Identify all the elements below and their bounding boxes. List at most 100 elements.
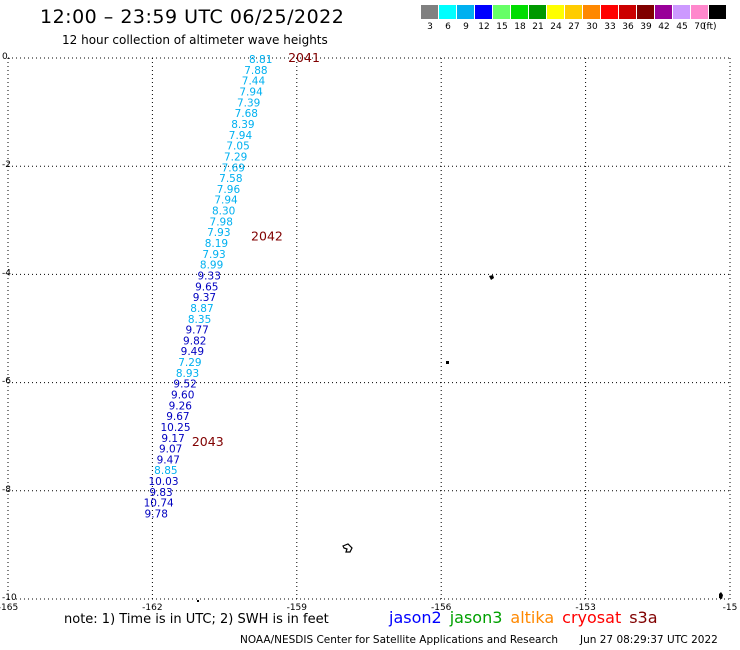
colorbar-swatch xyxy=(637,5,654,19)
colorbar-swatch xyxy=(655,5,672,19)
wave-height-label: 9.17 xyxy=(161,433,184,445)
wave-height-label: 7.96 xyxy=(217,184,241,196)
colorbar-unit: (ft) xyxy=(703,22,717,32)
wave-height-label: 7.68 xyxy=(235,108,258,120)
colorbar-label: 36 xyxy=(622,22,634,32)
colorbar-label: 3 xyxy=(427,22,433,32)
x-tick-label: -159 xyxy=(287,603,308,610)
wave-height-label: 9.60 xyxy=(171,390,194,402)
wave-height-label: 9.83 xyxy=(149,487,172,499)
colorbar-label: 21 xyxy=(532,22,544,32)
colorbar-label: 18 xyxy=(514,22,526,32)
colorbar-label: 15 xyxy=(496,22,508,32)
y-tick-label: -2 xyxy=(2,160,11,170)
wave-height-label: 9.47 xyxy=(157,454,180,466)
pass-time-label: 2041 xyxy=(288,50,320,65)
axis-labels: -165 -162 -159 -156 -153 -15 0. -2 -4 -6 -8 -10 xyxy=(0,52,737,610)
colorbar-swatch xyxy=(565,5,582,19)
colorbar-swatch xyxy=(583,5,600,19)
y-tick-label: 0. xyxy=(2,52,11,62)
island-shape xyxy=(342,543,353,553)
wave-height-label: 8.39 xyxy=(231,119,254,131)
colorbar-swatch xyxy=(457,5,474,19)
colorbar-label: 33 xyxy=(604,22,616,32)
colorbar-label: 24 xyxy=(550,22,562,32)
satellite-jason3: jason3 xyxy=(449,608,503,627)
wave-height-label: 7.88 xyxy=(244,65,267,77)
x-tick-label: -165 xyxy=(0,603,18,610)
colorbar-swatch xyxy=(547,5,564,19)
grid-lines xyxy=(7,57,731,600)
colorbar-label: 42 xyxy=(658,22,670,32)
wave-height-label: 8.35 xyxy=(188,314,211,326)
wave-height-label: 8.81 xyxy=(249,54,272,66)
map-title: 12:00 – 23:59 UTC 06/25/2022 xyxy=(40,6,345,28)
wave-height-label: 8.30 xyxy=(212,206,235,218)
wave-height-label: 7.93 xyxy=(207,227,230,239)
colorbar-swatch xyxy=(511,5,528,19)
altimeter-map[interactable]: -165 -162 -159 -156 -153 -15 0. -2 -4 -6 -8 -10 8.8… xyxy=(0,0,740,610)
colorbar-label: 39 xyxy=(640,22,652,32)
wave-height-label: 7.93 xyxy=(202,249,225,261)
wave-height-label: 10.25 xyxy=(160,422,190,434)
y-tick-label: -4 xyxy=(2,268,11,278)
wave-height-label: 8.87 xyxy=(190,303,213,315)
pass-time-label: 2043 xyxy=(192,434,224,449)
wave-height-label: 8.85 xyxy=(154,465,177,477)
island-shape xyxy=(719,592,723,599)
colorbar-label: 30 xyxy=(586,22,598,32)
pass-time-label: 2042 xyxy=(251,229,283,244)
wave-height-label: 7.39 xyxy=(237,97,260,109)
wave-height-label: 7.29 xyxy=(178,357,201,369)
wave-height-label: 10.74 xyxy=(144,498,174,510)
colorbar-swatch xyxy=(601,5,618,19)
colorbar-swatch xyxy=(709,5,726,19)
wave-height-label: 9.37 xyxy=(193,292,216,304)
wave-height-label: 7.94 xyxy=(239,87,263,99)
wave-height-label: 9.07 xyxy=(159,444,182,456)
wave-height-label: 9.82 xyxy=(183,335,206,347)
wave-height-label: 8.93 xyxy=(176,368,199,380)
satellite-legend: jason2 jason3 altika cryosat s3a xyxy=(389,608,666,627)
x-tick-label: -15 xyxy=(723,603,738,610)
wave-height-label: 9.67 xyxy=(166,411,189,423)
wave-height-label: 7.98 xyxy=(210,216,233,228)
satellite-altika: altika xyxy=(510,608,555,627)
colorbar-swatch xyxy=(529,5,546,19)
colorbar-label: 9 xyxy=(463,22,469,32)
credit-text: NOAA/NESDIS Center for Satellite Applica… xyxy=(240,634,558,646)
wave-height-labels: 8.817.887.447.947.397.688.397.947.057.29… xyxy=(144,54,273,520)
colorbar-swatch xyxy=(691,5,708,19)
wave-height-label: 9.52 xyxy=(173,379,196,391)
x-tick-label: -156 xyxy=(431,603,452,610)
y-tick-label: -6 xyxy=(2,377,11,387)
satellite-cryosat: cryosat xyxy=(562,608,622,627)
island-shape xyxy=(197,600,199,602)
x-tick-label: -162 xyxy=(142,603,162,610)
timestamp-text: Jun 27 08:29:37 UTC 2022 xyxy=(580,634,718,646)
y-tick-label: -8 xyxy=(2,485,11,495)
wave-height-label: 9.33 xyxy=(198,270,221,282)
colorbar-label: 12 xyxy=(478,22,490,32)
footnote: note: 1) Time is in UTC; 2) SWH is in fe… xyxy=(64,612,329,627)
colorbar-swatch xyxy=(493,5,510,19)
island-shape xyxy=(489,275,494,280)
map-subtitle: 12 hour collection of altimeter wave hei… xyxy=(62,33,328,47)
satellite-jason2: jason2 xyxy=(389,608,442,627)
wave-height-label: 8.19 xyxy=(205,238,228,250)
wave-height-label: 7.94 xyxy=(229,130,253,142)
colorbar-label: 6 xyxy=(445,22,451,32)
wave-height-label: 7.44 xyxy=(242,76,266,88)
colorbar-swatch xyxy=(619,5,636,19)
colorbar-swatch xyxy=(673,5,690,19)
wave-height-label: 7.29 xyxy=(224,151,247,163)
colorbar-label: 27 xyxy=(568,22,580,32)
wave-height-label: 8.99 xyxy=(200,260,223,272)
x-tick-label: -153 xyxy=(575,603,595,610)
wave-height-label: 9.26 xyxy=(169,400,193,412)
colorbar-swatch xyxy=(475,5,492,19)
colorbar-swatch xyxy=(421,5,438,19)
y-tick-label: -10 xyxy=(2,593,17,603)
wave-height-label: 7.05 xyxy=(226,141,249,153)
wave-height-label: 7.58 xyxy=(219,173,242,185)
